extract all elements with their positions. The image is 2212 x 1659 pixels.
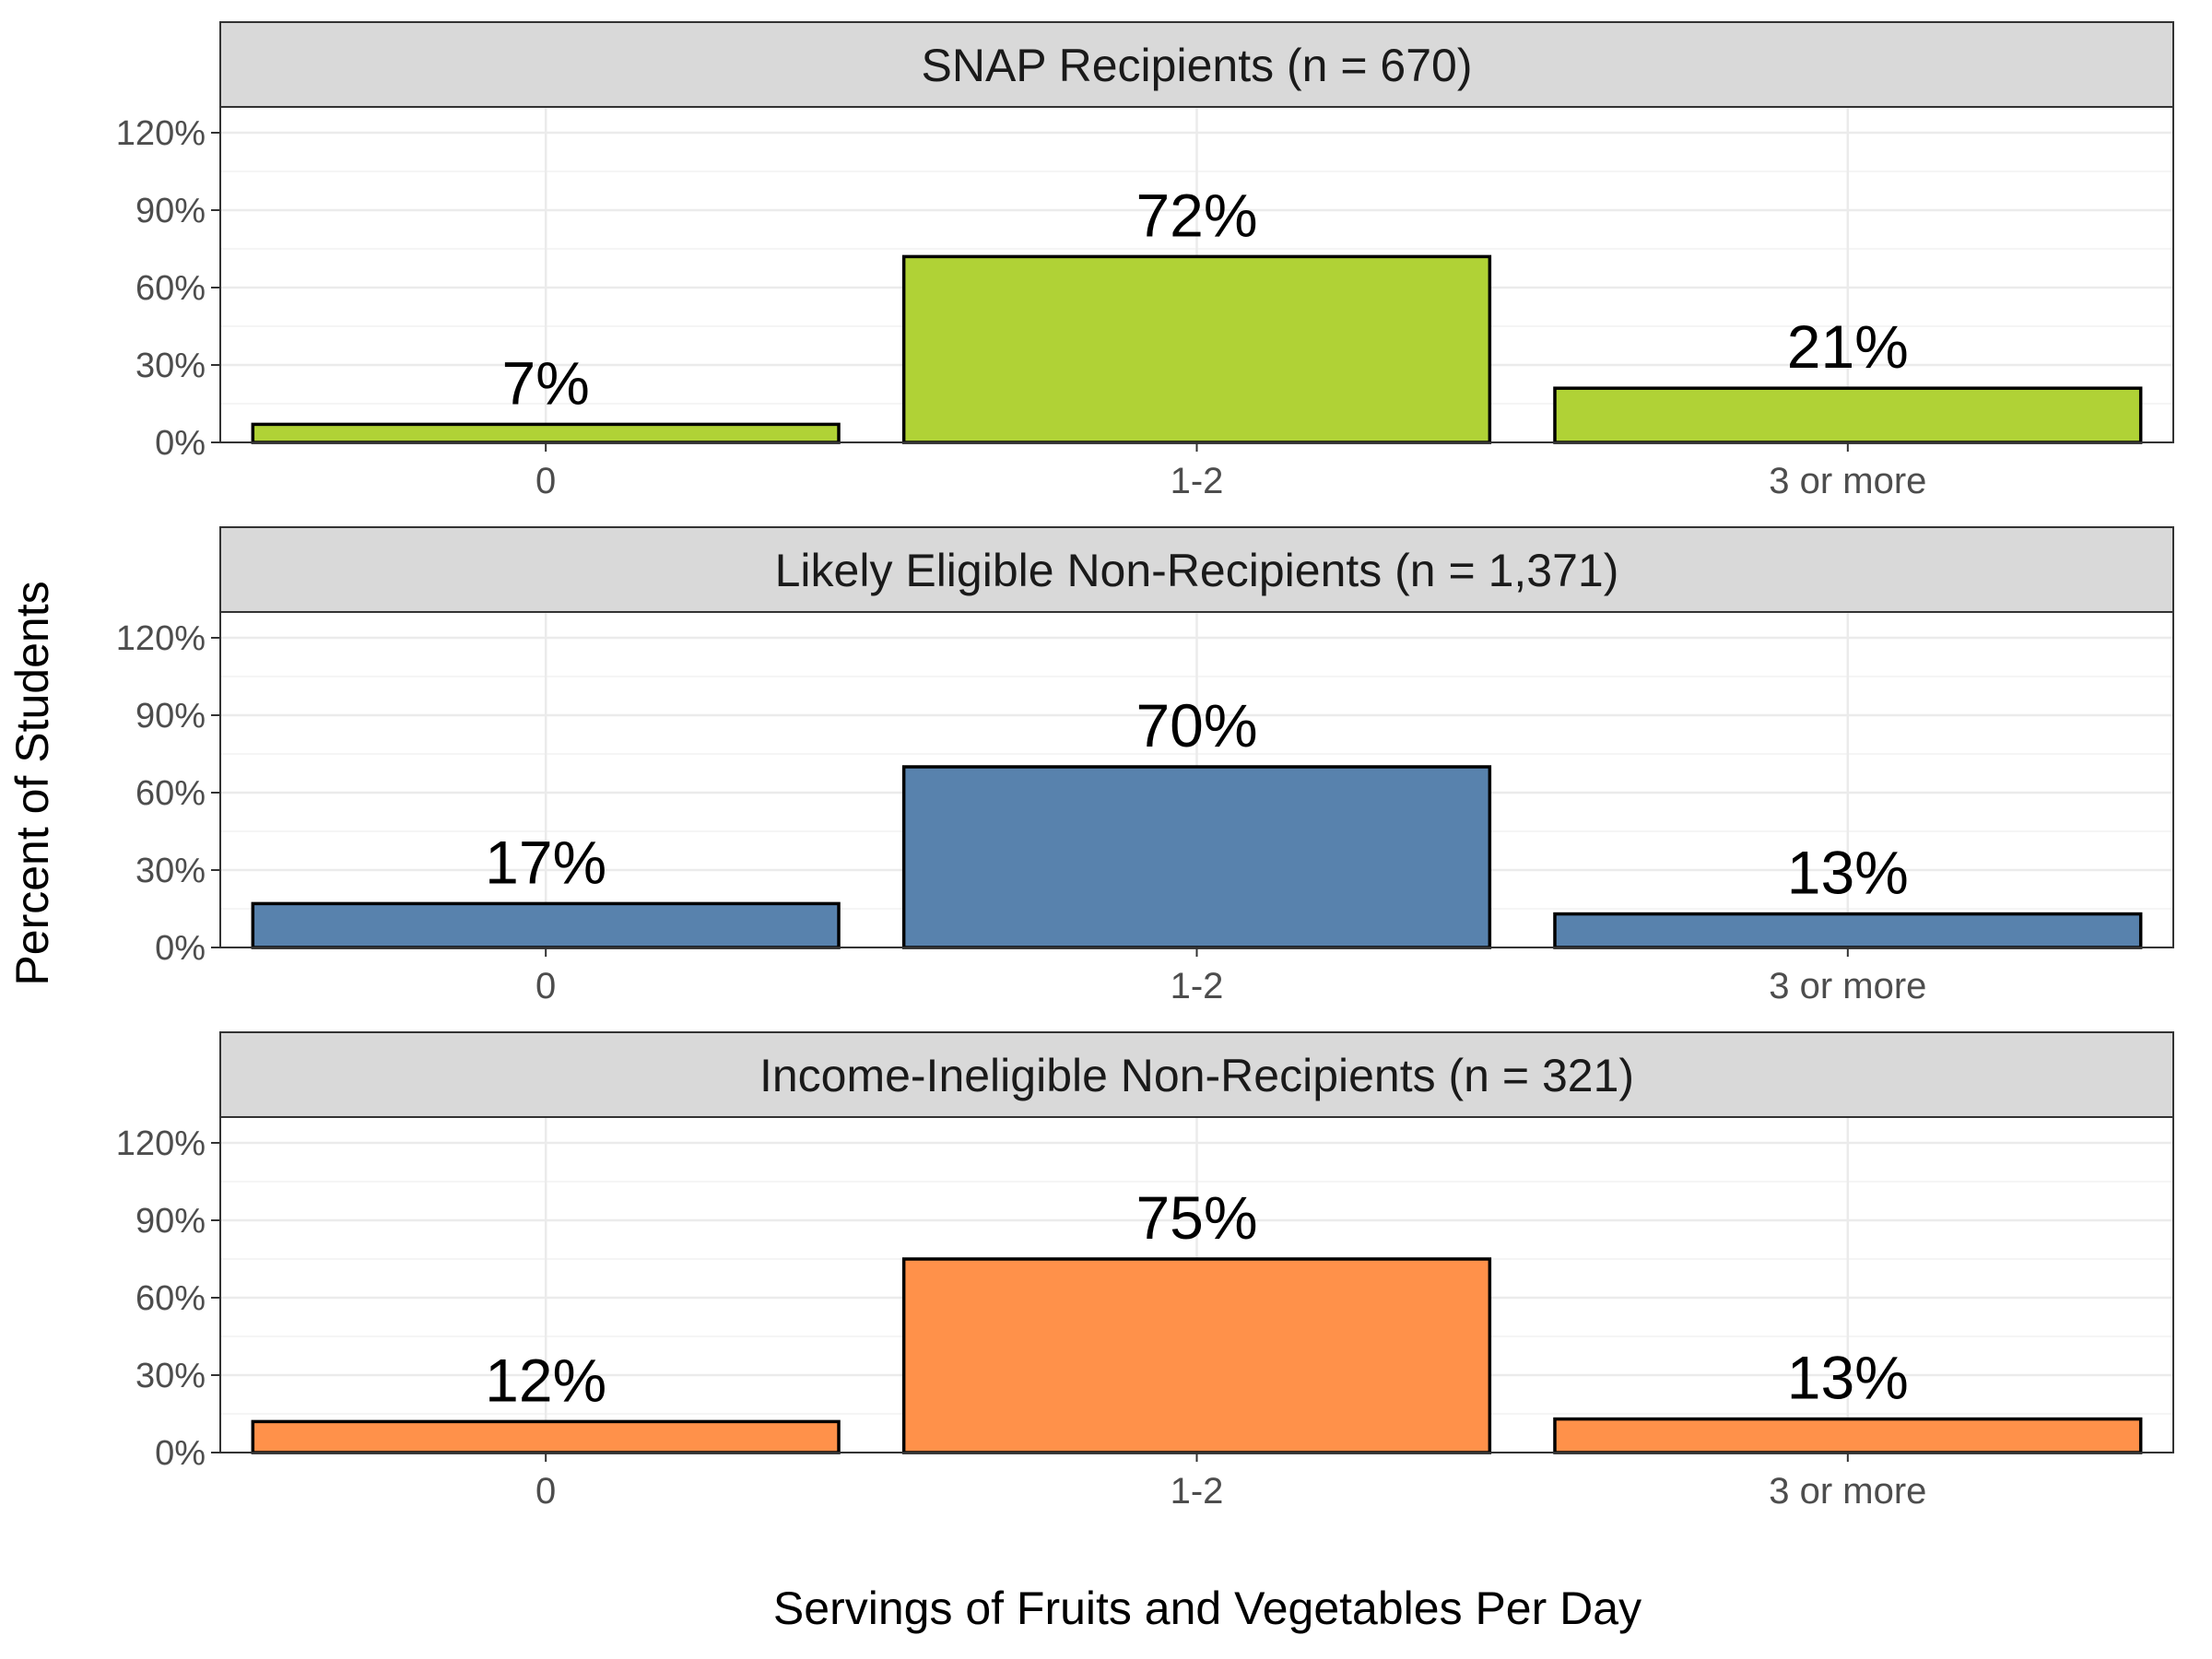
- panel-1: SNAP Recipients (n = 670) 7% 72% 21% 0% 30% 60…: [116, 21, 2174, 501]
- panel-title: Income-Ineligible Non-Recipients (n = 32…: [759, 1050, 1634, 1101]
- y-tick-label: 60%: [135, 774, 206, 813]
- y-tick-label: 120%: [116, 1124, 206, 1163]
- y-tick-label: 120%: [116, 114, 206, 153]
- bar: [1553, 912, 2143, 949]
- bar: [901, 1257, 1492, 1454]
- bar: [251, 901, 841, 949]
- y-tick-label: 0%: [155, 1434, 206, 1473]
- y-tick-label: 60%: [135, 269, 206, 308]
- x-tick-label: 3 or more: [1769, 966, 1926, 1006]
- x-tick-label: 1-2: [1171, 461, 1224, 501]
- y-tick-label: 30%: [135, 852, 206, 890]
- y-tick-label: 0%: [155, 929, 206, 968]
- bar-value-label: 7%: [501, 348, 589, 417]
- bar-value-label: 17%: [485, 828, 606, 896]
- bar: [1553, 386, 2143, 444]
- bar-value-label: 21%: [1787, 312, 1909, 381]
- panel-title: SNAP Recipients (n = 670): [922, 40, 1473, 91]
- x-tick-label: 1-2: [1171, 966, 1224, 1006]
- panel-strip: [219, 1031, 2174, 1118]
- panel-strip: [219, 526, 2174, 613]
- y-tick-label: 60%: [135, 1279, 206, 1318]
- bar-value-label: 13%: [1787, 839, 1909, 907]
- bar: [251, 422, 841, 444]
- panel-3: Income-Ineligible Non-Recipients (n = 32…: [116, 1031, 2174, 1512]
- x-axis-title: Servings of Fruits and Vegetables Per Da…: [773, 1583, 1641, 1634]
- bar: [901, 254, 1492, 444]
- bar: [251, 1419, 841, 1454]
- x-tick-label: 3 or more: [1769, 1471, 1926, 1512]
- y-tick-label: 90%: [135, 1202, 206, 1241]
- x-tick-label: 1-2: [1171, 1471, 1224, 1512]
- panel-2: Likely Eligible Non-Recipients (n = 1,37…: [116, 526, 2174, 1006]
- y-tick-label: 90%: [135, 192, 206, 230]
- bar-value-label: 12%: [485, 1346, 606, 1414]
- x-tick-label: 3 or more: [1769, 461, 1926, 501]
- bar-value-label: 70%: [1135, 691, 1257, 759]
- bar: [901, 765, 1492, 949]
- y-tick-label: 90%: [135, 697, 206, 735]
- bar: [1553, 1417, 2143, 1454]
- y-tick-label: 30%: [135, 1357, 206, 1395]
- y-axis-title: Percent of Students: [6, 581, 58, 985]
- panel-strip: [219, 21, 2174, 108]
- x-tick-label: 0: [535, 461, 556, 501]
- bar-value-label: 75%: [1135, 1183, 1257, 1252]
- bar-value-label: 72%: [1135, 181, 1257, 249]
- x-tick-label: 0: [535, 966, 556, 1006]
- y-tick-label: 0%: [155, 424, 206, 463]
- panel-title: Likely Eligible Non-Recipients (n = 1,37…: [775, 545, 1619, 596]
- bar-value-label: 13%: [1787, 1344, 1909, 1412]
- y-tick-label: 30%: [135, 347, 206, 385]
- y-tick-label: 120%: [116, 619, 206, 658]
- x-tick-label: 0: [535, 1471, 556, 1512]
